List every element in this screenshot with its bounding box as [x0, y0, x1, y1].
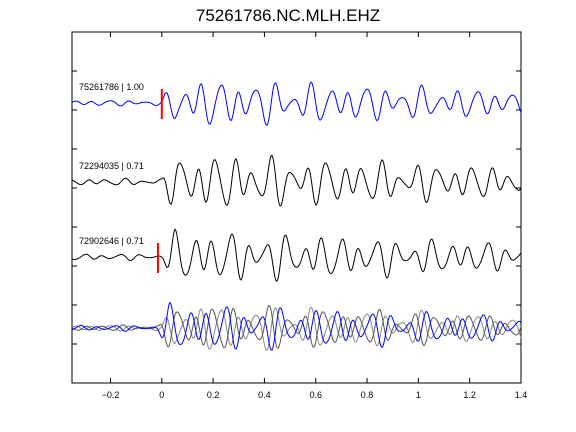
chart-title: 75261786.NC.MLH.EHZ [195, 6, 381, 25]
trace-line [71, 154, 522, 207]
axis-ticks: −0.2 0 0.2 0.4 0.6 0.8 1 1.2 1.4 [72, 32, 527, 400]
x-tick-label: 0.6 [309, 390, 322, 400]
x-tick-label: 1.4 [515, 390, 528, 400]
overlay-trace [71, 301, 522, 351]
x-tick-label: 0 [159, 390, 164, 400]
x-tick-label: 0.2 [207, 390, 220, 400]
trace-label: 72294035 | 0.71 [79, 161, 144, 171]
x-tick-label: −0.2 [102, 390, 120, 400]
trace-label: 72902646 | 0.71 [79, 236, 144, 246]
x-tick-label: 1 [416, 390, 421, 400]
trace-label: 75261786 | 1.00 [79, 82, 144, 92]
trace-line [71, 228, 522, 282]
traces-group: 75261786 | 1.00 72294035 | 0.71 72902646 |… [71, 81, 522, 351]
x-tick-label: 0.4 [258, 390, 271, 400]
trace-line [71, 81, 522, 126]
x-tick-label: 0.8 [361, 390, 374, 400]
overlay-trace [71, 306, 522, 351]
plot-frame [71, 31, 522, 384]
x-tick-label: 1.2 [463, 390, 476, 400]
